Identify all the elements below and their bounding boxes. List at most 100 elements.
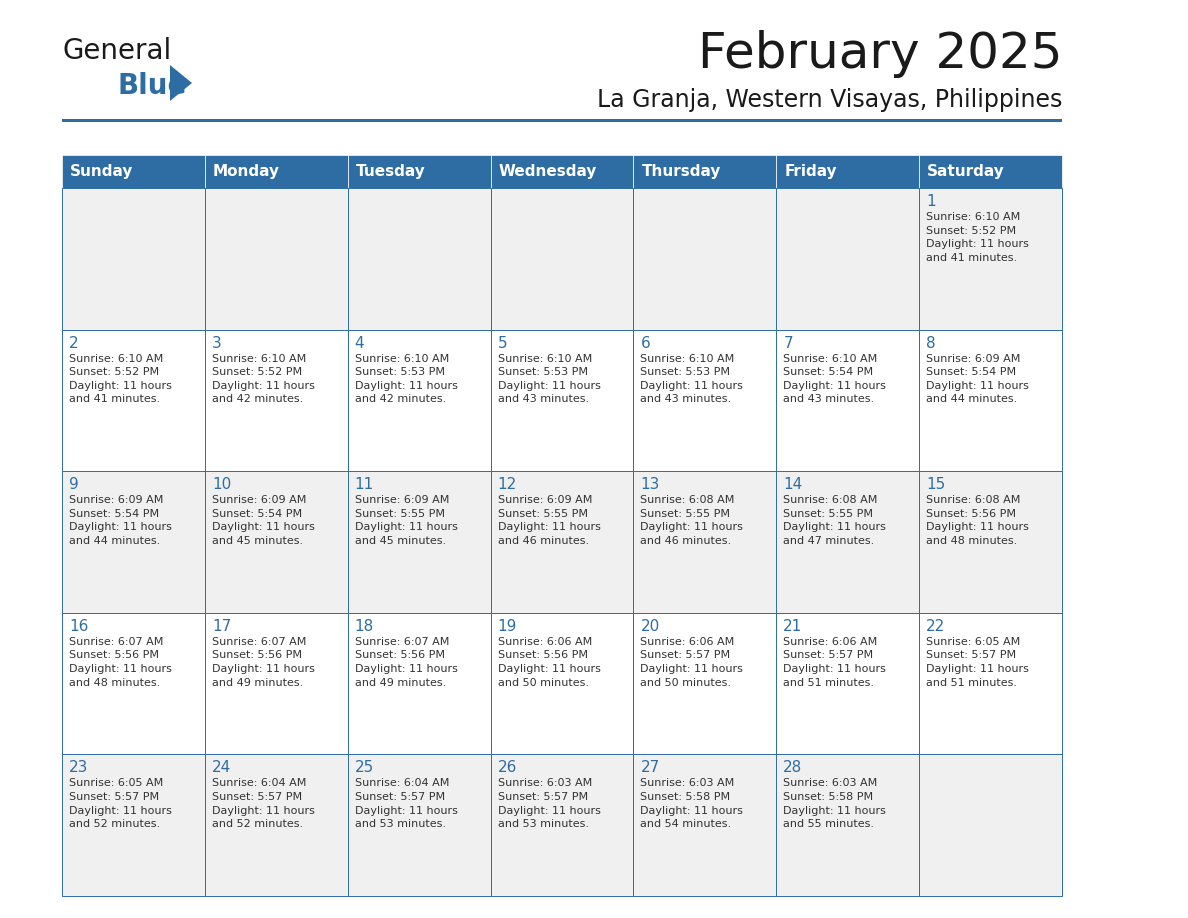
Text: Sunrise: 6:08 AM
Sunset: 5:55 PM
Daylight: 11 hours
and 46 minutes.: Sunrise: 6:08 AM Sunset: 5:55 PM Dayligh… <box>640 495 744 546</box>
Bar <box>920 471 1062 613</box>
Text: Sunrise: 6:06 AM
Sunset: 5:57 PM
Daylight: 11 hours
and 51 minutes.: Sunrise: 6:06 AM Sunset: 5:57 PM Dayligh… <box>783 637 886 688</box>
Bar <box>776 471 920 613</box>
Text: 27: 27 <box>640 760 659 776</box>
Text: Sunrise: 6:10 AM
Sunset: 5:53 PM
Daylight: 11 hours
and 42 minutes.: Sunrise: 6:10 AM Sunset: 5:53 PM Dayligh… <box>355 353 457 405</box>
Text: 28: 28 <box>783 760 803 776</box>
Text: General: General <box>62 37 171 65</box>
Text: 15: 15 <box>927 477 946 492</box>
Bar <box>62 471 204 613</box>
Text: 16: 16 <box>69 619 88 633</box>
Text: 24: 24 <box>211 760 232 776</box>
Text: La Granja, Western Visayas, Philippines: La Granja, Western Visayas, Philippines <box>596 88 1062 112</box>
Text: Monday: Monday <box>213 164 280 179</box>
Text: Sunrise: 6:10 AM
Sunset: 5:52 PM
Daylight: 11 hours
and 42 minutes.: Sunrise: 6:10 AM Sunset: 5:52 PM Dayligh… <box>211 353 315 405</box>
Bar <box>204 330 348 471</box>
Bar <box>776 188 920 330</box>
Text: Sunrise: 6:05 AM
Sunset: 5:57 PM
Daylight: 11 hours
and 51 minutes.: Sunrise: 6:05 AM Sunset: 5:57 PM Dayligh… <box>927 637 1029 688</box>
Bar <box>348 471 491 613</box>
Text: Saturday: Saturday <box>927 164 1005 179</box>
Text: Sunrise: 6:06 AM
Sunset: 5:57 PM
Daylight: 11 hours
and 50 minutes.: Sunrise: 6:06 AM Sunset: 5:57 PM Dayligh… <box>640 637 744 688</box>
Text: Sunrise: 6:10 AM
Sunset: 5:53 PM
Daylight: 11 hours
and 43 minutes.: Sunrise: 6:10 AM Sunset: 5:53 PM Dayligh… <box>640 353 744 405</box>
Text: 9: 9 <box>69 477 78 492</box>
Text: Blue: Blue <box>116 72 187 100</box>
Text: February 2025: February 2025 <box>697 30 1062 78</box>
Text: 14: 14 <box>783 477 803 492</box>
Bar <box>348 755 491 896</box>
Bar <box>491 613 633 755</box>
Text: 8: 8 <box>927 336 936 351</box>
Bar <box>633 188 776 330</box>
Text: 2: 2 <box>69 336 78 351</box>
Bar <box>633 330 776 471</box>
Bar <box>204 471 348 613</box>
Text: 23: 23 <box>69 760 88 776</box>
Text: 22: 22 <box>927 619 946 633</box>
Text: Wednesday: Wednesday <box>499 164 596 179</box>
Text: Sunrise: 6:09 AM
Sunset: 5:55 PM
Daylight: 11 hours
and 46 minutes.: Sunrise: 6:09 AM Sunset: 5:55 PM Dayligh… <box>498 495 600 546</box>
Text: Sunrise: 6:05 AM
Sunset: 5:57 PM
Daylight: 11 hours
and 52 minutes.: Sunrise: 6:05 AM Sunset: 5:57 PM Dayligh… <box>69 778 172 829</box>
Text: Sunrise: 6:03 AM
Sunset: 5:58 PM
Daylight: 11 hours
and 54 minutes.: Sunrise: 6:03 AM Sunset: 5:58 PM Dayligh… <box>640 778 744 829</box>
Bar <box>204 613 348 755</box>
Bar <box>920 188 1062 330</box>
Bar <box>776 755 920 896</box>
Bar <box>633 155 776 188</box>
Text: Sunrise: 6:06 AM
Sunset: 5:56 PM
Daylight: 11 hours
and 50 minutes.: Sunrise: 6:06 AM Sunset: 5:56 PM Dayligh… <box>498 637 600 688</box>
Bar <box>62 755 204 896</box>
Bar <box>204 155 348 188</box>
Bar <box>491 755 633 896</box>
Text: Sunrise: 6:04 AM
Sunset: 5:57 PM
Daylight: 11 hours
and 52 minutes.: Sunrise: 6:04 AM Sunset: 5:57 PM Dayligh… <box>211 778 315 829</box>
Text: Sunrise: 6:10 AM
Sunset: 5:54 PM
Daylight: 11 hours
and 43 minutes.: Sunrise: 6:10 AM Sunset: 5:54 PM Dayligh… <box>783 353 886 405</box>
Bar <box>776 613 920 755</box>
Bar <box>348 188 491 330</box>
Bar <box>62 119 1062 122</box>
Text: Sunrise: 6:03 AM
Sunset: 5:58 PM
Daylight: 11 hours
and 55 minutes.: Sunrise: 6:03 AM Sunset: 5:58 PM Dayligh… <box>783 778 886 829</box>
Text: 13: 13 <box>640 477 659 492</box>
Bar <box>776 155 920 188</box>
Bar <box>491 330 633 471</box>
Bar <box>62 330 204 471</box>
Text: 6: 6 <box>640 336 650 351</box>
Bar <box>62 613 204 755</box>
Text: 12: 12 <box>498 477 517 492</box>
Text: Sunrise: 6:03 AM
Sunset: 5:57 PM
Daylight: 11 hours
and 53 minutes.: Sunrise: 6:03 AM Sunset: 5:57 PM Dayligh… <box>498 778 600 829</box>
Text: Sunrise: 6:07 AM
Sunset: 5:56 PM
Daylight: 11 hours
and 49 minutes.: Sunrise: 6:07 AM Sunset: 5:56 PM Dayligh… <box>211 637 315 688</box>
Text: 10: 10 <box>211 477 232 492</box>
Text: Sunrise: 6:07 AM
Sunset: 5:56 PM
Daylight: 11 hours
and 48 minutes.: Sunrise: 6:07 AM Sunset: 5:56 PM Dayligh… <box>69 637 172 688</box>
Bar <box>633 471 776 613</box>
Bar <box>920 613 1062 755</box>
Text: 5: 5 <box>498 336 507 351</box>
Text: 7: 7 <box>783 336 792 351</box>
Bar <box>633 755 776 896</box>
Text: Sunrise: 6:10 AM
Sunset: 5:52 PM
Daylight: 11 hours
and 41 minutes.: Sunrise: 6:10 AM Sunset: 5:52 PM Dayligh… <box>69 353 172 405</box>
Bar <box>348 613 491 755</box>
Text: Friday: Friday <box>784 164 836 179</box>
Bar <box>204 188 348 330</box>
Text: Sunrise: 6:04 AM
Sunset: 5:57 PM
Daylight: 11 hours
and 53 minutes.: Sunrise: 6:04 AM Sunset: 5:57 PM Dayligh… <box>355 778 457 829</box>
Bar <box>776 330 920 471</box>
Text: 3: 3 <box>211 336 222 351</box>
Bar <box>920 155 1062 188</box>
Text: Sunrise: 6:10 AM
Sunset: 5:52 PM
Daylight: 11 hours
and 41 minutes.: Sunrise: 6:10 AM Sunset: 5:52 PM Dayligh… <box>927 212 1029 263</box>
Text: 11: 11 <box>355 477 374 492</box>
Text: 18: 18 <box>355 619 374 633</box>
Text: 20: 20 <box>640 619 659 633</box>
Bar <box>920 755 1062 896</box>
Bar <box>204 755 348 896</box>
Text: Sunrise: 6:09 AM
Sunset: 5:55 PM
Daylight: 11 hours
and 45 minutes.: Sunrise: 6:09 AM Sunset: 5:55 PM Dayligh… <box>355 495 457 546</box>
Text: Sunrise: 6:07 AM
Sunset: 5:56 PM
Daylight: 11 hours
and 49 minutes.: Sunrise: 6:07 AM Sunset: 5:56 PM Dayligh… <box>355 637 457 688</box>
Bar <box>491 188 633 330</box>
Text: Tuesday: Tuesday <box>355 164 425 179</box>
Bar <box>62 155 204 188</box>
Bar <box>491 471 633 613</box>
Bar <box>62 188 204 330</box>
Text: Sunrise: 6:09 AM
Sunset: 5:54 PM
Daylight: 11 hours
and 45 minutes.: Sunrise: 6:09 AM Sunset: 5:54 PM Dayligh… <box>211 495 315 546</box>
Text: 19: 19 <box>498 619 517 633</box>
Bar <box>920 330 1062 471</box>
Text: Thursday: Thursday <box>642 164 721 179</box>
Text: Sunrise: 6:08 AM
Sunset: 5:56 PM
Daylight: 11 hours
and 48 minutes.: Sunrise: 6:08 AM Sunset: 5:56 PM Dayligh… <box>927 495 1029 546</box>
Text: Sunrise: 6:09 AM
Sunset: 5:54 PM
Daylight: 11 hours
and 44 minutes.: Sunrise: 6:09 AM Sunset: 5:54 PM Dayligh… <box>69 495 172 546</box>
Bar <box>633 613 776 755</box>
Text: 4: 4 <box>355 336 365 351</box>
Polygon shape <box>170 65 192 101</box>
Text: 26: 26 <box>498 760 517 776</box>
